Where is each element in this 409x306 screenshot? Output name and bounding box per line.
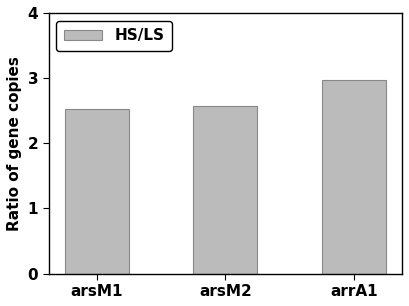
Bar bbox=[322, 80, 386, 274]
Legend: HS/LS: HS/LS bbox=[56, 21, 172, 51]
Bar bbox=[65, 110, 129, 274]
Y-axis label: Ratio of gene copies: Ratio of gene copies bbox=[7, 56, 22, 231]
Bar bbox=[193, 106, 258, 274]
